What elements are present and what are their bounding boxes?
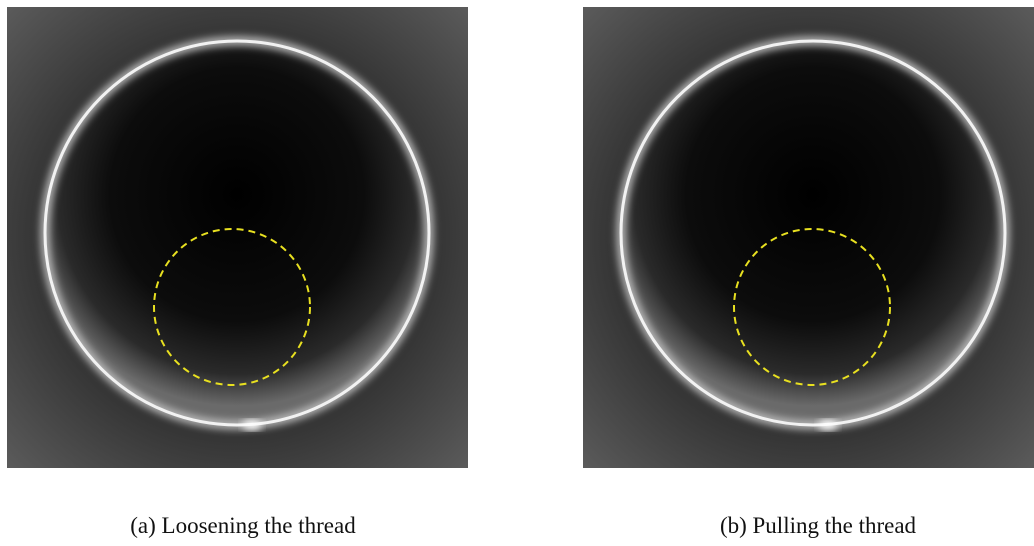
caption: (b) Pulling the thread xyxy=(720,513,917,538)
figure: (a) Loosening the thread (b) Pulling the… xyxy=(0,0,1034,546)
caption: (a) Loosening the thread xyxy=(130,513,356,538)
panel-a-image xyxy=(7,7,468,468)
panel-b-image xyxy=(583,7,1034,468)
page: (a) Loosening the thread (b) Pulling the… xyxy=(0,0,1034,546)
